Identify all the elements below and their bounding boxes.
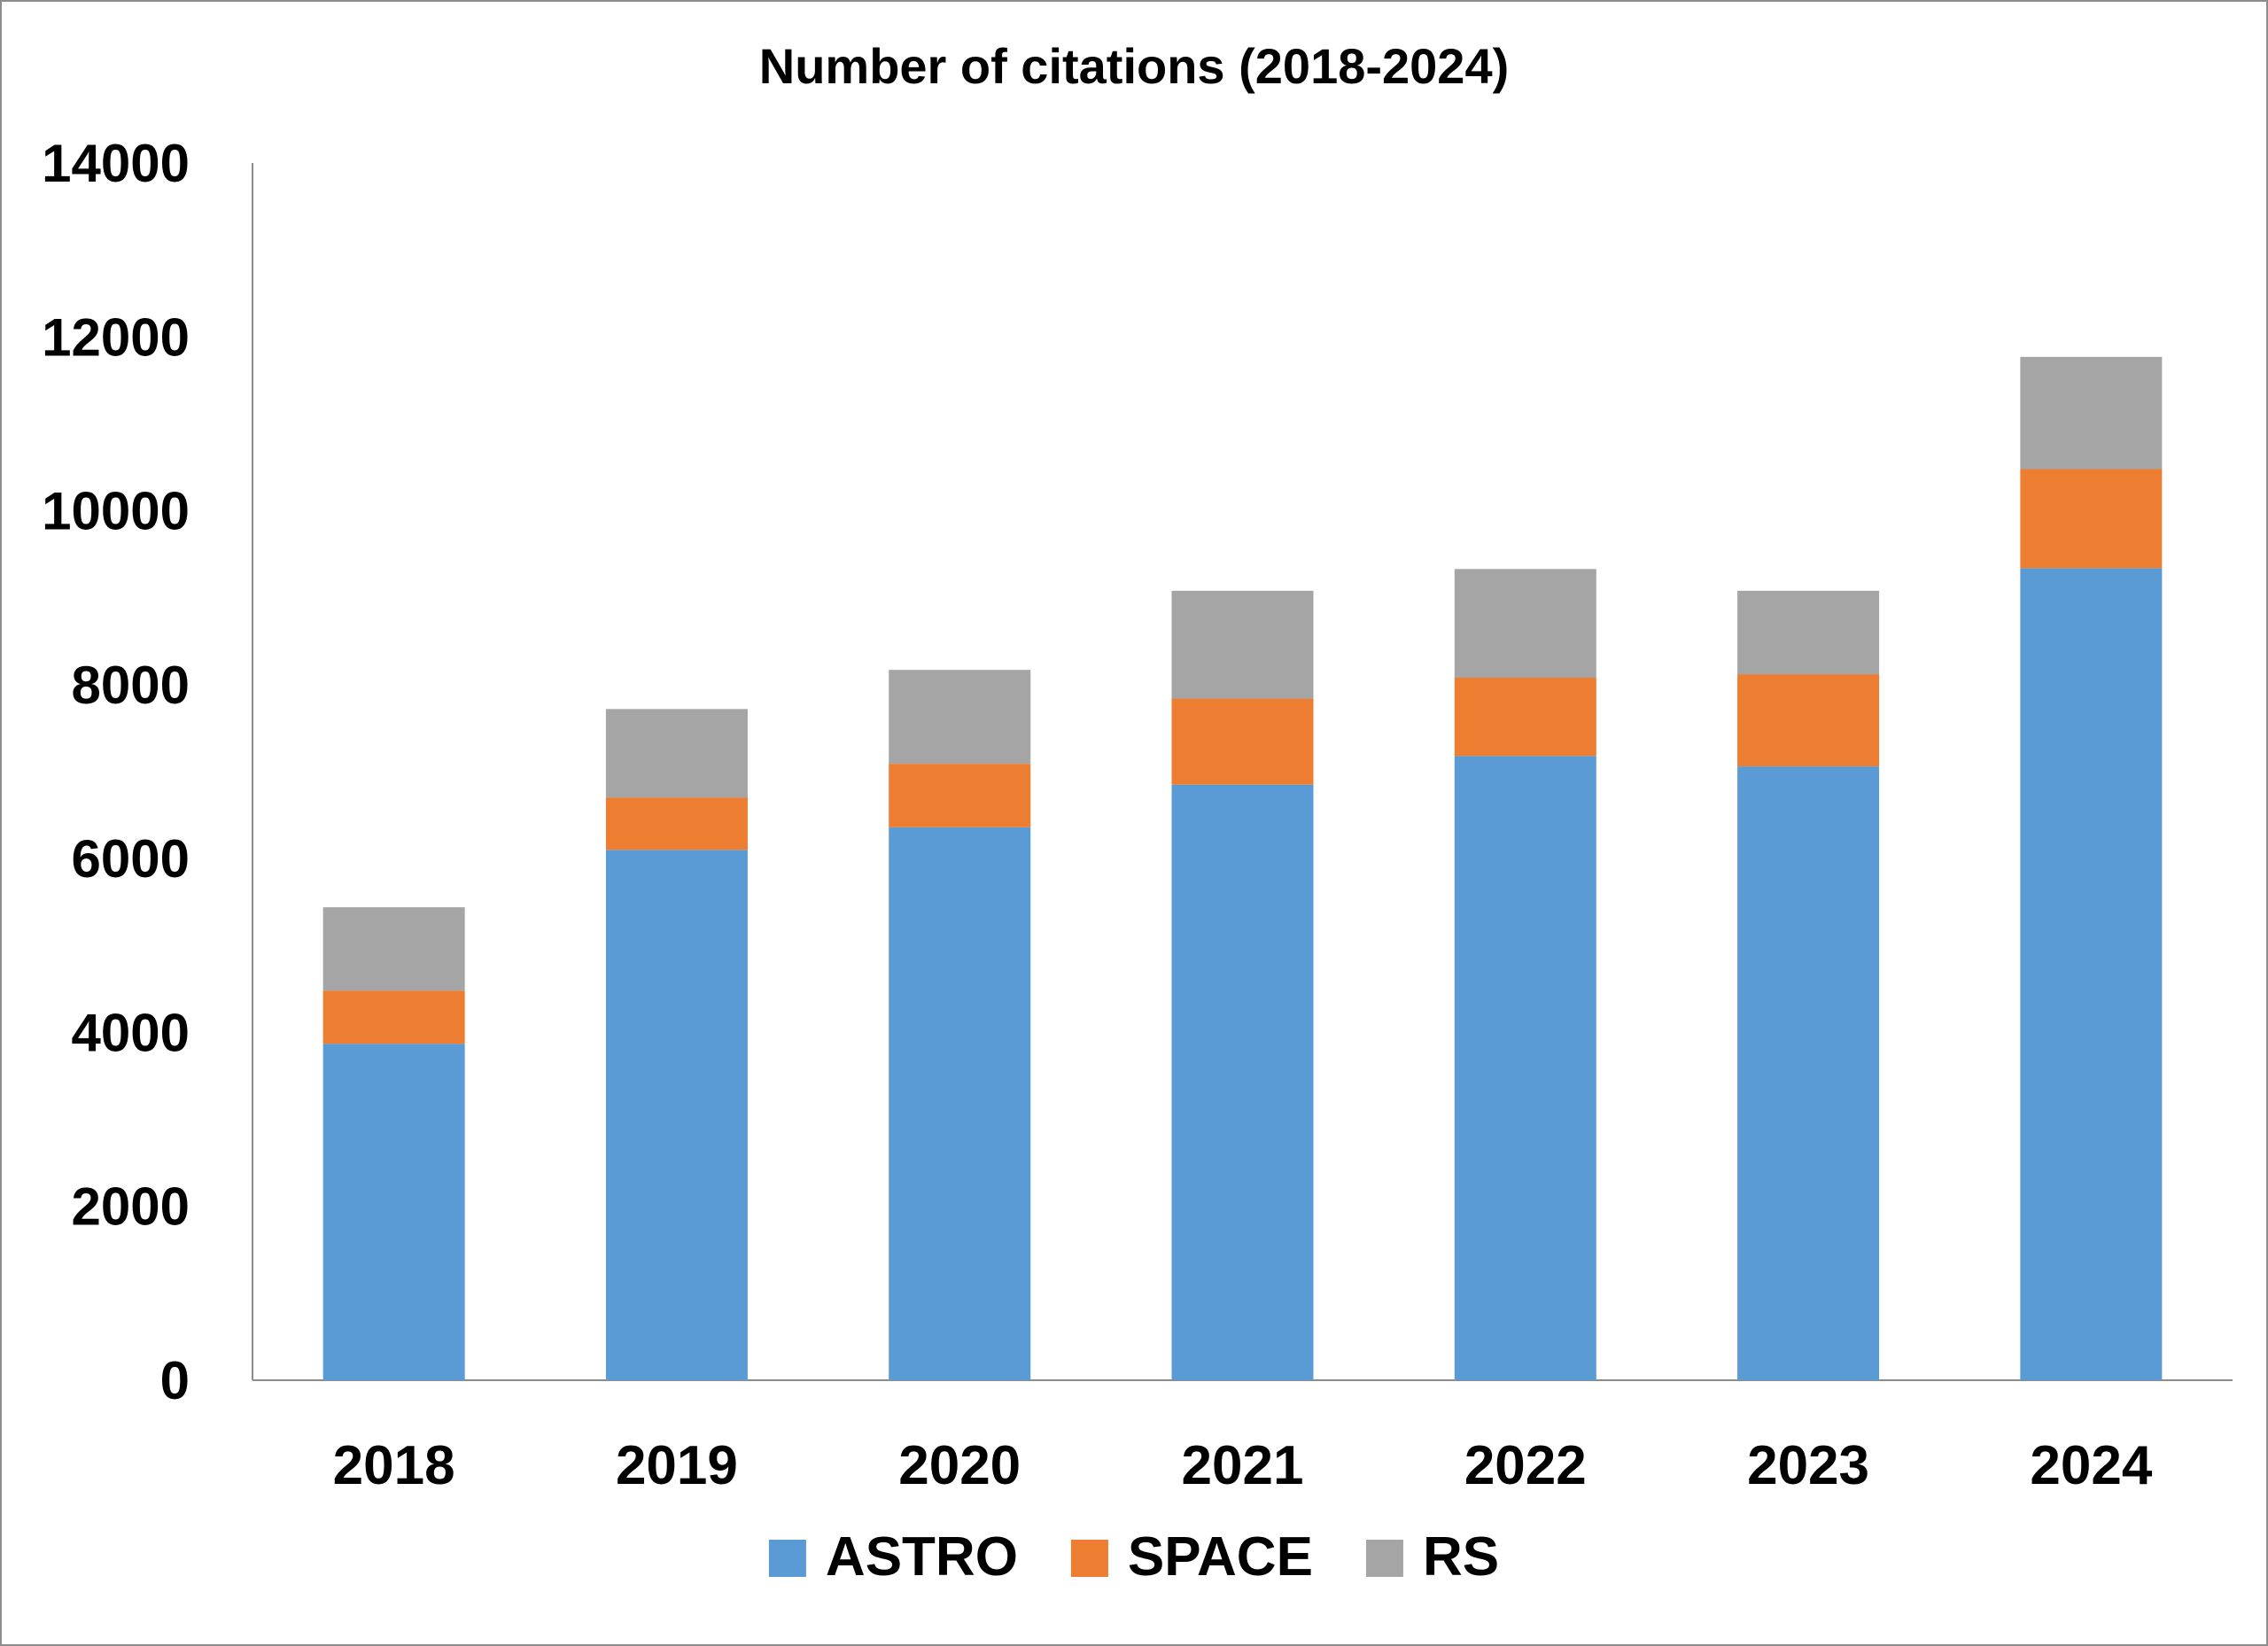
bar-astro-2020 — [889, 827, 1031, 1380]
bar-stack-2021 — [1171, 590, 1314, 1380]
legend-label: RS — [1423, 1526, 1499, 1588]
bar-space-2024 — [2020, 469, 2163, 569]
legend-label: SPACE — [1128, 1526, 1313, 1588]
bar-rs-2019 — [605, 709, 748, 798]
legend: ASTRO SPACE RS — [768, 1526, 1499, 1588]
y-tick-label: 0 — [160, 1351, 190, 1410]
bar-space-2023 — [1737, 674, 1880, 767]
y-tick-label: 12000 — [42, 307, 190, 367]
legend-item-rs: RS — [1365, 1526, 1499, 1588]
x-tick-label: 2020 — [898, 1435, 1021, 1496]
bar-astro-2019 — [605, 850, 748, 1380]
bar-astro-2021 — [1171, 784, 1314, 1380]
y-tick-label: 10000 — [42, 482, 190, 541]
bar-space-2022 — [1454, 678, 1596, 757]
bar-stack-2023 — [1737, 590, 1880, 1380]
bar-astro-2023 — [1737, 766, 1880, 1380]
bar-stack-2022 — [1454, 569, 1596, 1380]
bar-space-2019 — [605, 797, 748, 850]
x-tick-label: 2023 — [1747, 1435, 1869, 1496]
bar-rs-2021 — [1171, 590, 1314, 699]
bar-stack-2020 — [889, 670, 1031, 1380]
bar-space-2021 — [1171, 698, 1314, 785]
bar-rs-2022 — [1454, 569, 1596, 679]
x-tick-label: 2022 — [1464, 1435, 1587, 1496]
bar-rs-2018 — [322, 907, 465, 991]
bar-astro-2022 — [1454, 756, 1596, 1380]
bar-astro-2024 — [2020, 568, 2163, 1380]
bar-stack-2019 — [605, 709, 748, 1380]
legend-label: ASTRO — [826, 1526, 1018, 1588]
legend-swatch — [1070, 1540, 1108, 1577]
x-tick-label: 2024 — [2030, 1435, 2152, 1496]
bar-rs-2024 — [2020, 356, 2163, 470]
bar-stack-2024 — [2020, 356, 2163, 1380]
bar-rs-2020 — [889, 670, 1031, 765]
bar-stack-2018 — [322, 907, 465, 1380]
x-tick-label: 2019 — [616, 1435, 738, 1496]
x-tick-label: 2021 — [1182, 1435, 1304, 1496]
bar-space-2020 — [889, 764, 1031, 827]
y-tick-label: 8000 — [72, 656, 190, 715]
x-tick-label: 2018 — [333, 1435, 455, 1496]
bar-astro-2018 — [322, 1044, 465, 1380]
x-axis: 2018 2019 2020 2021 2022 2023 2024 — [252, 1379, 2233, 1496]
bars-group — [322, 356, 2163, 1380]
legend-swatch — [1365, 1540, 1403, 1577]
y-tick-label: 2000 — [72, 1177, 190, 1237]
y-tick-label: 6000 — [72, 829, 190, 889]
legend-item-space: SPACE — [1070, 1526, 1313, 1588]
legend-item-astro: ASTRO — [768, 1526, 1018, 1588]
legend-swatch — [768, 1540, 806, 1577]
bar-rs-2023 — [1737, 590, 1880, 675]
y-tick-label: 14000 — [42, 134, 190, 193]
y-tick-label: 4000 — [72, 1003, 190, 1062]
y-axis: 0 2000 4000 6000 8000 10000 12000 14000 — [42, 134, 253, 1410]
chart-title: Number of citations (2018-2024) — [759, 38, 1509, 94]
bar-space-2018 — [322, 990, 465, 1044]
